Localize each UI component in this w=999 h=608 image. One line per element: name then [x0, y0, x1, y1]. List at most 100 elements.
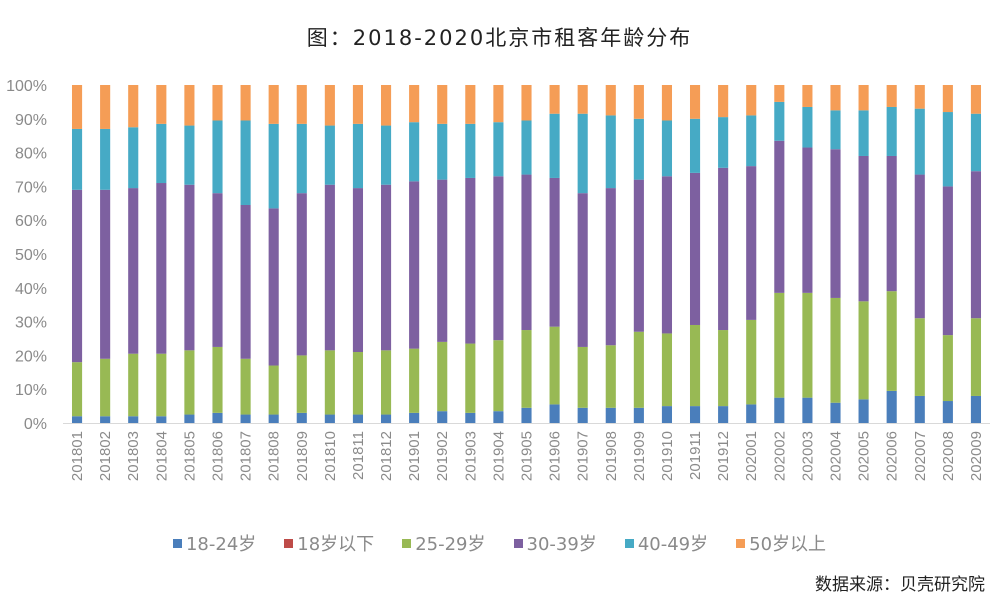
- bar-segment: [409, 348, 420, 413]
- legend-swatch: [284, 538, 294, 548]
- bar-segment: [718, 167, 729, 331]
- y-tick-label: 0%: [24, 416, 47, 433]
- legend-label: 50岁以上: [749, 534, 827, 555]
- bar-segment: [886, 291, 897, 391]
- legend: 18-24岁 18岁以下 25-29岁 30-39岁 40-49岁 50岁以上: [0, 530, 999, 556]
- y-tick-label: 90%: [15, 112, 47, 129]
- bar-segment: [465, 343, 476, 413]
- bar-segment: [802, 106, 813, 148]
- bar-segment: [409, 181, 420, 349]
- bar-segment: [746, 115, 757, 167]
- y-tick-label: 100%: [6, 78, 47, 95]
- bar-segment: [324, 85, 335, 126]
- bar-segment: [942, 85, 953, 113]
- bar-segment: [437, 341, 448, 412]
- bar-segment: [802, 397, 813, 423]
- bar-segment: [240, 358, 251, 415]
- bar-segment: [212, 346, 223, 413]
- bar-segment: [324, 350, 335, 415]
- y-tick-label: 50%: [15, 247, 47, 264]
- bar-segment: [128, 85, 139, 128]
- bar-segment: [774, 140, 785, 293]
- bar-segment: [493, 85, 504, 123]
- bar-segment: [128, 127, 139, 189]
- bar-segment: [914, 174, 925, 319]
- legend-swatch: [513, 538, 523, 548]
- x-tick-label: 201804: [153, 431, 170, 481]
- bar-segment: [914, 318, 925, 396]
- y-tick-label: 80%: [15, 146, 47, 163]
- bar-segment: [914, 108, 925, 175]
- x-tick-label: 201805: [181, 431, 198, 481]
- bar-segment: [521, 174, 532, 331]
- bar-segment: [549, 85, 560, 114]
- bar-segment: [493, 122, 504, 177]
- bar-segment: [212, 85, 223, 121]
- bar-segment: [970, 85, 982, 114]
- x-tick-label: 201902: [434, 431, 451, 481]
- bar-segment: [128, 353, 139, 417]
- bar-segment: [718, 406, 729, 423]
- bars-group: [71, 85, 982, 423]
- bar-segment: [942, 401, 953, 423]
- x-tick-label: 201807: [238, 431, 255, 481]
- legend-label: 30-39岁: [526, 534, 597, 555]
- legend-item: 50岁以上: [736, 530, 826, 556]
- bar-segment: [689, 324, 701, 407]
- bar-segment: [633, 407, 644, 423]
- bar-segment: [718, 117, 729, 168]
- bar-segment: [830, 85, 841, 111]
- bar-segment: [661, 120, 673, 177]
- bar-segment: [577, 407, 588, 423]
- bar-segment: [71, 416, 83, 423]
- bar-segment: [661, 85, 673, 121]
- bar-segment: [858, 155, 869, 302]
- bar-segment: [409, 85, 420, 123]
- bar-segment: [802, 147, 813, 293]
- bar-segment: [156, 123, 167, 184]
- legend-item: 40-49岁: [624, 530, 708, 556]
- x-tick-label: 201901: [406, 431, 423, 481]
- bar-segment: [521, 407, 532, 423]
- bar-segment: [156, 353, 167, 417]
- bar-segment: [268, 208, 279, 366]
- y-tick-label: 20%: [15, 348, 47, 365]
- bar-segment: [689, 118, 701, 173]
- y-tick-label: 70%: [15, 179, 47, 196]
- bar-segment: [549, 404, 560, 423]
- bar-segment: [296, 355, 307, 413]
- bar-segment: [549, 326, 560, 405]
- legend-swatch: [736, 538, 746, 548]
- bar-segment: [324, 184, 335, 351]
- bar-segment: [296, 193, 307, 356]
- bar-segment: [268, 123, 279, 209]
- legend-label: 18-24岁: [185, 534, 257, 555]
- source-note: 数据来源：贝壳研究院: [815, 575, 985, 595]
- bar-segment: [71, 362, 83, 417]
- bar-segment: [774, 85, 785, 102]
- x-tick-label: 201908: [603, 431, 620, 481]
- bar-segment: [746, 166, 757, 320]
- y-tick-label: 10%: [15, 382, 47, 399]
- bar-segment: [212, 412, 223, 423]
- x-tick-label: 201903: [462, 431, 479, 481]
- bar-segment: [830, 110, 841, 150]
- x-tick-label: 201910: [659, 431, 676, 481]
- bar-segment: [858, 85, 869, 111]
- legend-swatch: [172, 538, 182, 548]
- bar-segment: [858, 399, 869, 423]
- stacked-bar-chart: 0% 10% 20% 30% 40% 50% 60% 70% 80% 90% 100% 201801…: [6, 78, 990, 481]
- bar-segment: [802, 85, 813, 107]
- bar-segment: [886, 155, 897, 292]
- bar-segment: [71, 85, 83, 129]
- bar-segment: [296, 85, 307, 124]
- bar-segment: [380, 350, 392, 415]
- bar-segment: [212, 120, 223, 194]
- legend-item: 18-24岁: [172, 530, 257, 556]
- bar-segment: [380, 85, 392, 126]
- bar-segment: [465, 85, 476, 124]
- bar-segment: [437, 85, 448, 124]
- bar-segment: [661, 176, 673, 334]
- bar-segment: [268, 365, 279, 415]
- y-tick-label: 30%: [15, 315, 47, 332]
